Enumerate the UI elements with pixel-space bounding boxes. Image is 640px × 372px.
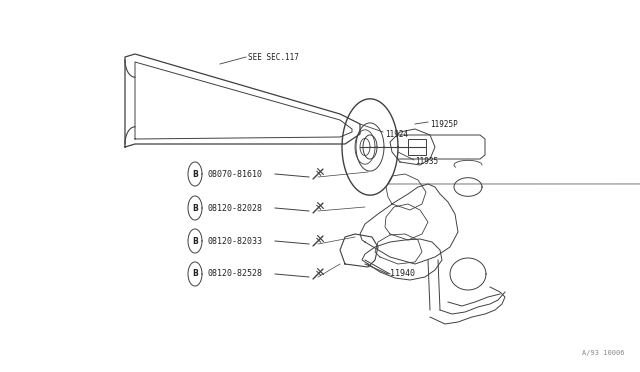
Text: 08120-82528: 08120-82528: [207, 269, 262, 279]
Text: 11935: 11935: [415, 157, 438, 167]
Text: B: B: [192, 269, 198, 279]
Text: A/93 10006: A/93 10006: [582, 350, 624, 356]
Text: 11940: 11940: [390, 269, 415, 279]
Text: B: B: [192, 170, 198, 179]
Text: SEE SEC.117: SEE SEC.117: [248, 52, 299, 61]
Text: 08070-81610: 08070-81610: [207, 170, 262, 179]
Text: 08120-82028: 08120-82028: [207, 203, 262, 212]
Text: 11925P: 11925P: [430, 119, 458, 128]
Text: B: B: [192, 237, 198, 246]
Text: B: B: [192, 203, 198, 212]
Text: 11924: 11924: [385, 129, 408, 138]
Text: 08120-82033: 08120-82033: [207, 237, 262, 246]
Bar: [408, 139, 426, 155]
